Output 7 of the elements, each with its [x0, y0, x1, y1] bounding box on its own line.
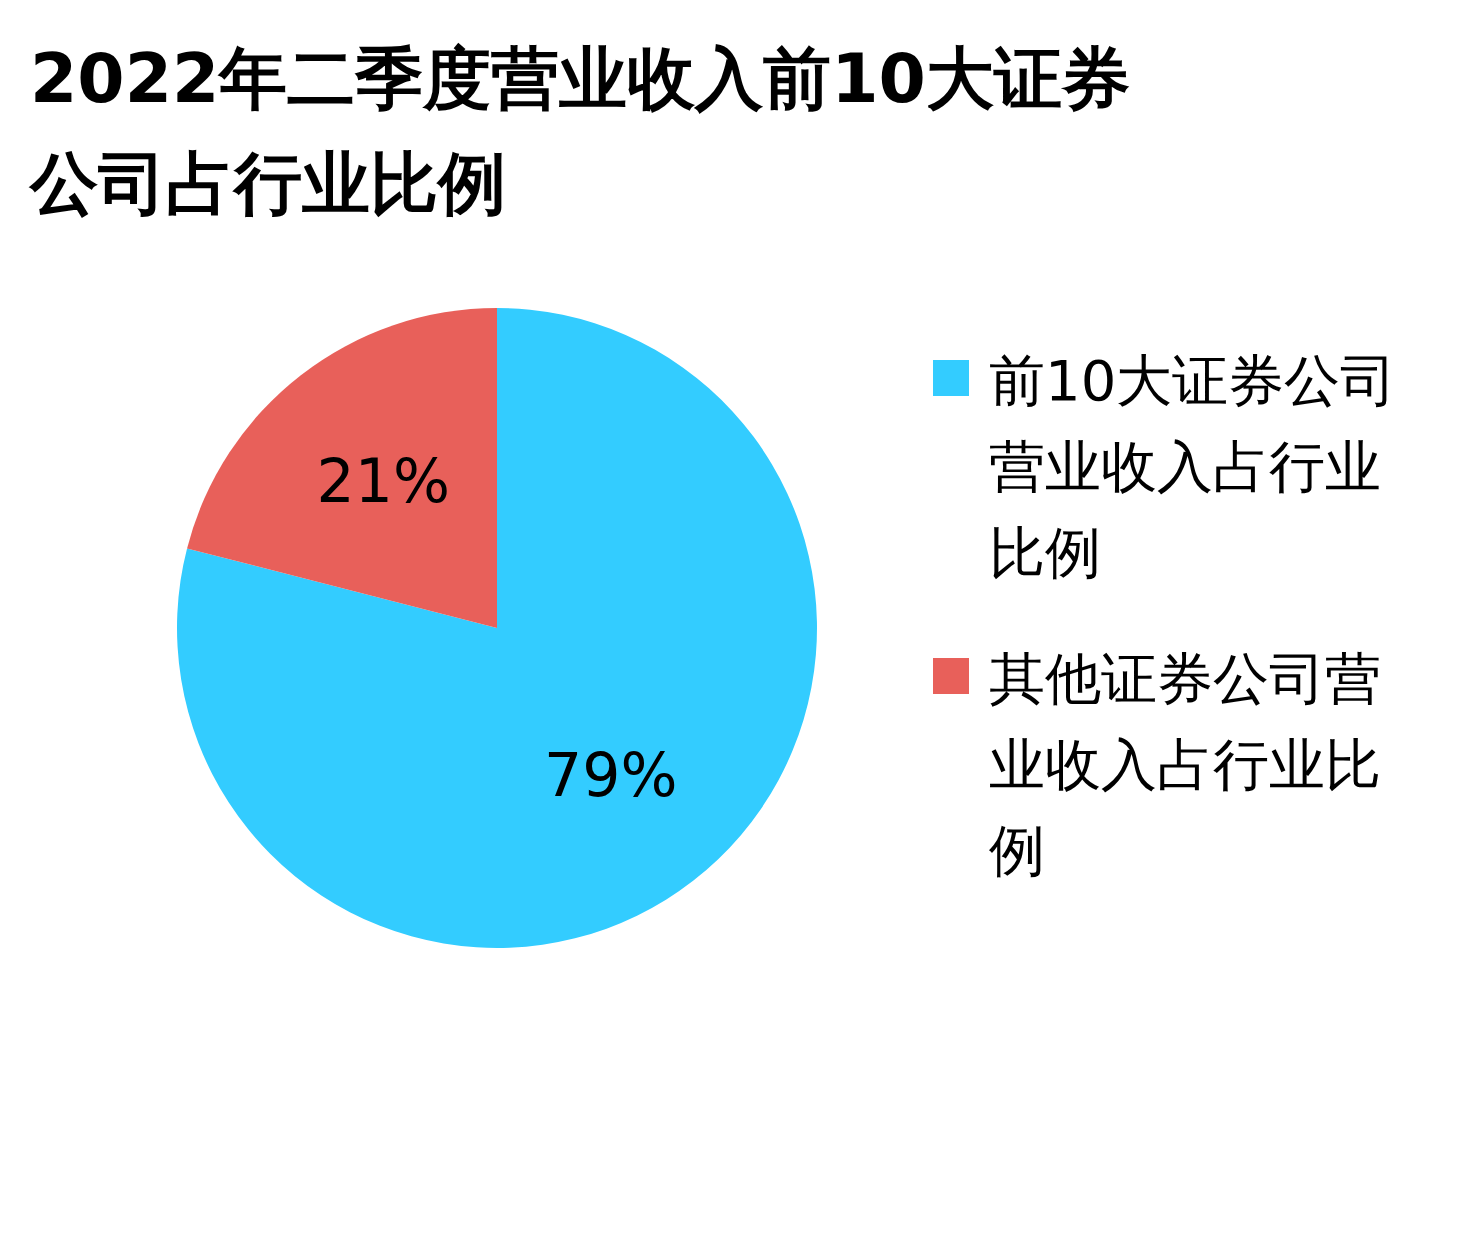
- legend-label: 前10大证券公司营业收入占行业比例: [989, 347, 1398, 587]
- pie-slice: [177, 308, 817, 948]
- data-label: 21%: [316, 446, 450, 517]
- data-label: 79%: [544, 739, 678, 810]
- chart-title: 2022年二季度营业收入前10大证券公司占行业比例: [30, 38, 1131, 225]
- legend-label: 其他证券公司营业收入占行业比例: [989, 645, 1382, 885]
- pie-slice: [187, 308, 497, 628]
